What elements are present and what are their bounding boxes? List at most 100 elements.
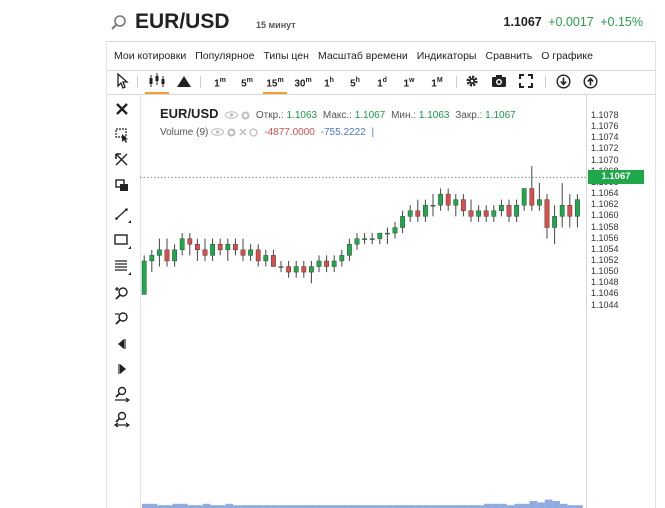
price-chart[interactable]: [140, 95, 586, 508]
gear-icon[interactable]: [465, 74, 479, 88]
scroll-right-icon[interactable]: [113, 360, 131, 378]
candle: [430, 194, 436, 217]
candle-body: [354, 238, 360, 245]
candle: [217, 238, 223, 256]
interval-30m[interactable]: 30m: [294, 77, 312, 90]
candle-body: [552, 216, 557, 228]
cursor-icon[interactable]: [115, 73, 129, 89]
timeframe-label: 15 минут: [256, 20, 296, 30]
candlestick-chart-icon[interactable]: [145, 70, 169, 94]
copy-icon[interactable]: [113, 177, 131, 195]
menu-my-quotes[interactable]: Мои котировки: [114, 50, 187, 62]
menu-popular[interactable]: Популярное: [195, 50, 255, 62]
candle: [559, 182, 565, 228]
close-icon[interactable]: [113, 100, 131, 118]
candle-body: [217, 244, 223, 251]
download-icon[interactable]: [556, 74, 571, 89]
interval-1w[interactable]: 1w: [403, 77, 415, 90]
settings-icon[interactable]: [227, 128, 236, 137]
volume-bar: [430, 505, 439, 508]
volume-bar: [347, 505, 355, 508]
candle: [514, 199, 519, 222]
eye-icon[interactable]: [211, 128, 225, 137]
price-tick: 1.1062: [591, 199, 619, 210]
volume-bar: [567, 505, 576, 508]
zoom-reset-icon[interactable]: [113, 410, 131, 428]
rectangle-icon[interactable]: [113, 231, 131, 249]
candle: [400, 210, 405, 234]
candle-body: [270, 255, 276, 267]
volume-bar: [271, 505, 279, 508]
eye-icon[interactable]: [225, 111, 239, 120]
upload-icon[interactable]: [583, 74, 598, 89]
interval-5h[interactable]: 5h: [350, 77, 360, 90]
volume-bar: [248, 505, 256, 508]
quote: 1.1067 +0.0017 +0.15%: [504, 15, 644, 29]
volume-bar: [415, 505, 424, 508]
candle-body: [324, 260, 329, 267]
fullscreen-icon[interactable]: [519, 74, 533, 88]
candle: [575, 194, 580, 228]
horizontal-lines-icon[interactable]: [113, 257, 131, 275]
candle-body: [499, 204, 504, 211]
volume-bar: [408, 505, 416, 508]
price-tick: 1.1074: [591, 132, 619, 143]
volume-bar: [392, 505, 401, 508]
price-axis[interactable]: 1.10781.10761.10741.10721.10701.10681.10…: [586, 95, 656, 508]
search-icon[interactable]: [110, 14, 128, 32]
zoom-in-icon[interactable]: [113, 285, 131, 303]
camera-icon[interactable]: [491, 74, 507, 88]
menu-indicators[interactable]: Индикаторы: [416, 50, 477, 62]
volume-bar: [544, 499, 553, 508]
options-icon[interactable]: [249, 128, 259, 137]
volume-bar: [385, 505, 393, 508]
volume-bar: [233, 505, 241, 508]
volume-bar: [339, 505, 348, 508]
volume-bar: [149, 503, 158, 508]
candle-body: [331, 260, 337, 267]
zoom-fit-icon[interactable]: [113, 385, 131, 403]
interval-1d[interactable]: 1d: [377, 77, 387, 90]
volume-bar: [453, 505, 462, 508]
menu-compare[interactable]: Сравнить: [485, 50, 533, 62]
select-area-icon[interactable]: [113, 126, 131, 144]
trend-line-icon[interactable]: [113, 205, 131, 223]
volume-bar: [575, 505, 583, 508]
price-tick: 1.1054: [591, 243, 619, 254]
chart-toolbar: 1m 5m 15m 30m 1h 5h 1d 1w 1M: [107, 70, 655, 95]
volume-bar: [529, 501, 538, 508]
volume-bar: [218, 505, 226, 508]
candle: [499, 199, 504, 217]
candle: [415, 199, 421, 222]
price-tick: 1.1050: [591, 266, 619, 277]
candle: [157, 238, 162, 267]
volume-bar: [210, 505, 218, 508]
remove-icon[interactable]: [239, 128, 247, 136]
menu-about-chart[interactable]: О графике: [541, 50, 593, 62]
volume-bar: [522, 503, 530, 508]
interval-15m[interactable]: 15m: [263, 70, 287, 94]
scroll-left-icon[interactable]: [113, 335, 131, 353]
candle-body: [407, 210, 413, 217]
interval-5m[interactable]: 5m: [241, 77, 253, 90]
zoom-out-icon[interactable]: [113, 310, 131, 328]
interval-1h[interactable]: 1h: [324, 77, 334, 90]
menu-time-scale[interactable]: Масштаб времени: [317, 50, 408, 62]
volume-bar: [552, 501, 560, 508]
candle: [445, 188, 451, 211]
candle: [141, 255, 147, 295]
candle: [149, 249, 155, 273]
interval-1m[interactable]: 1m: [214, 77, 226, 90]
candle-body: [567, 204, 573, 217]
menu-price-types[interactable]: Типы цен: [263, 50, 309, 62]
area-chart-icon[interactable]: [175, 70, 193, 92]
candle: [331, 255, 337, 273]
interval-1M[interactable]: 1M: [431, 77, 443, 90]
candle-body: [384, 232, 390, 235]
crosshair-select-icon[interactable]: [113, 151, 131, 169]
candle-body: [559, 204, 565, 217]
price-tick: 1.1048: [591, 277, 619, 288]
settings-icon[interactable]: [241, 111, 250, 120]
volume-bar: [377, 505, 386, 508]
candle: [423, 199, 428, 222]
